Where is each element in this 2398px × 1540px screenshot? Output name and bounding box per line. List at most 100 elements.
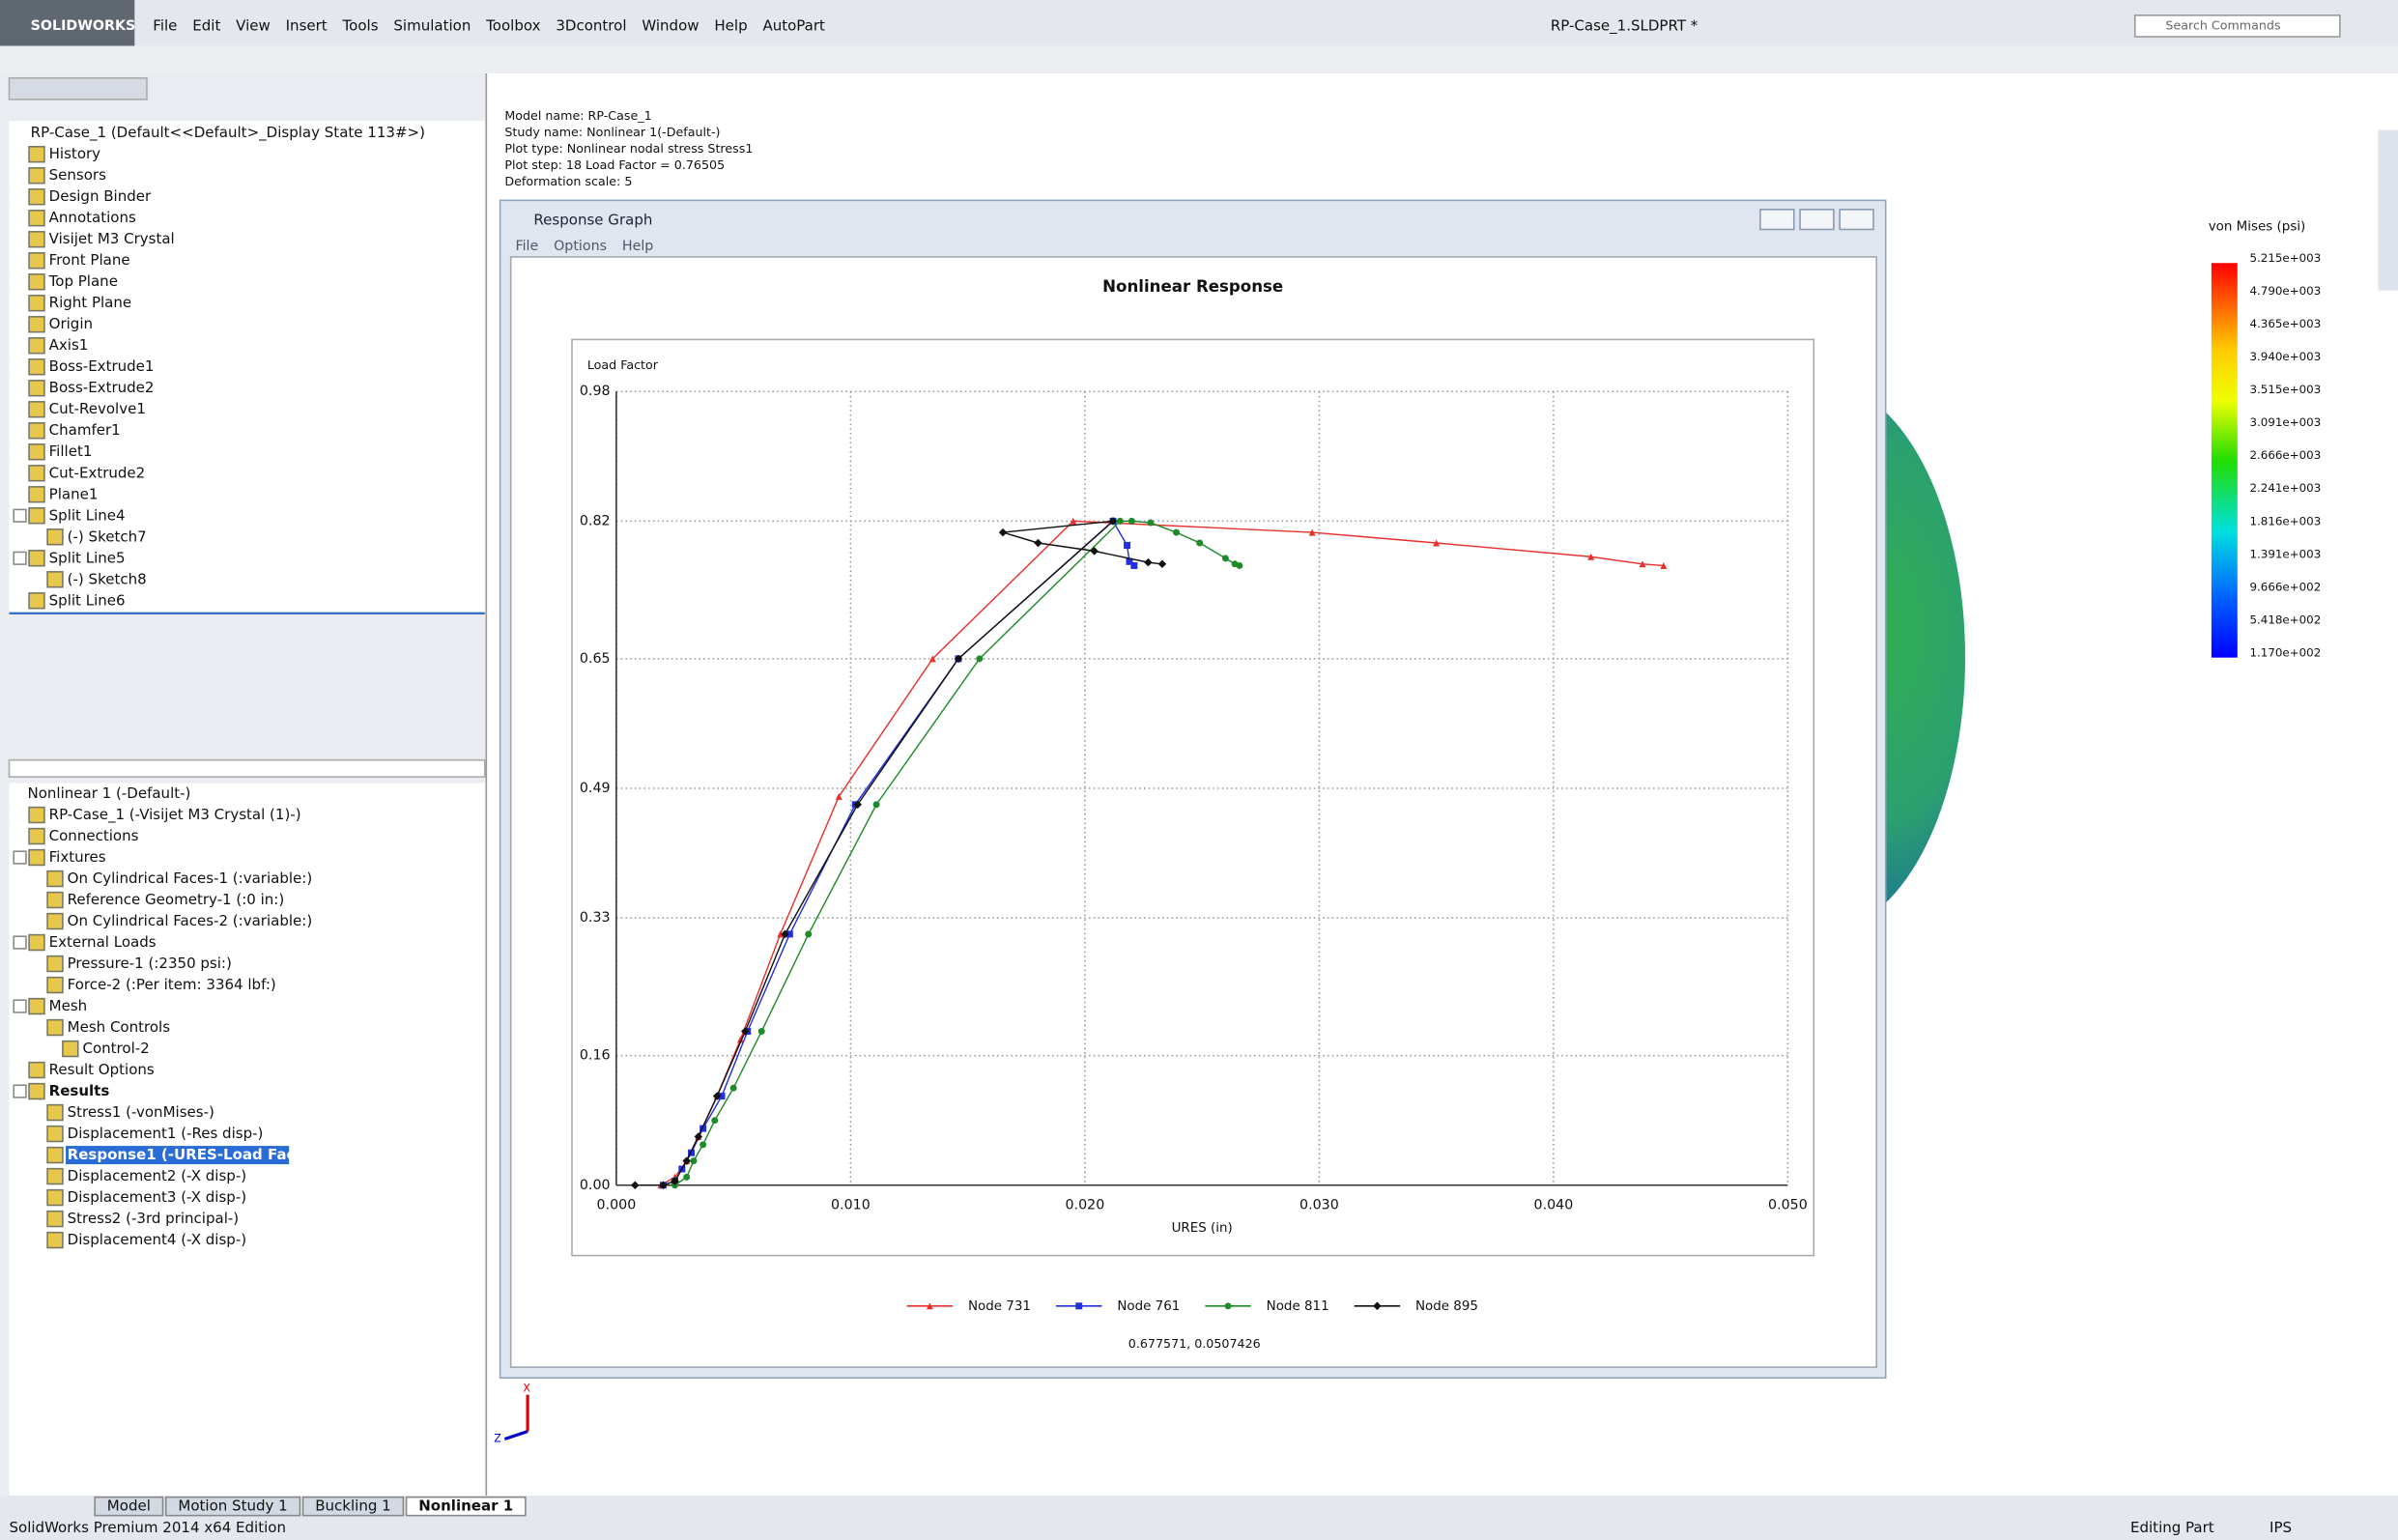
menu-item[interactable]: View xyxy=(236,16,271,34)
task-pane-icons[interactable] xyxy=(2378,129,2398,291)
tree-item[interactable]: On Cylindrical Faces-2 (:variable:) xyxy=(68,912,313,929)
tree-item[interactable]: Right Plane xyxy=(49,294,132,311)
marker xyxy=(1236,561,1243,569)
tree-item[interactable]: Result Options xyxy=(49,1061,155,1078)
tree-item[interactable]: Top Plane xyxy=(48,272,118,290)
close-button[interactable] xyxy=(1839,209,1874,231)
tree-item[interactable]: Axis1 xyxy=(49,336,89,354)
menu-item[interactable]: 3Dcontrol xyxy=(556,16,626,34)
tree-item[interactable]: (-) Sketch7 xyxy=(68,528,147,545)
marker xyxy=(872,801,880,809)
window-menu-item[interactable]: File xyxy=(515,239,538,254)
tree-item[interactable]: Control-2 xyxy=(82,1040,149,1057)
window-menu-item[interactable]: Help xyxy=(622,239,653,254)
tree-item[interactable]: Boss-Extrude1 xyxy=(49,357,155,375)
tree-item[interactable]: Displacement1 (-Res disp-) xyxy=(68,1125,264,1142)
window-menu-item[interactable]: Options xyxy=(554,239,607,254)
menu-item[interactable]: AutoPart xyxy=(762,16,825,34)
tab-label[interactable]: Nonlinear 1 xyxy=(418,1497,513,1515)
tree-item[interactable]: Stress2 (-3rd principal-) xyxy=(68,1210,240,1227)
panel-tabs[interactable] xyxy=(8,76,148,100)
tree-item[interactable]: Origin xyxy=(49,315,93,332)
tree-item[interactable]: Stress1 (-vonMises-) xyxy=(68,1103,214,1121)
tree-item[interactable]: RP-Case_1 (-Visijet M3 Crystal (1)-) xyxy=(49,806,301,824)
menu-item[interactable]: File xyxy=(153,16,177,34)
tab-label[interactable]: Model xyxy=(107,1497,151,1515)
tree-item[interactable]: Fixtures xyxy=(49,848,106,866)
y-tick-label: 0.49 xyxy=(580,781,611,796)
tree-item[interactable]: Split Line6 xyxy=(49,591,126,609)
tree-icon xyxy=(28,1061,45,1079)
toolbar xyxy=(0,45,2398,73)
tab[interactable] xyxy=(301,1496,405,1517)
tree-item[interactable]: Design Binder xyxy=(49,187,152,205)
tab[interactable] xyxy=(405,1496,527,1517)
marker xyxy=(682,1156,691,1165)
tree-item[interactable]: History xyxy=(49,145,101,162)
filter-box[interactable] xyxy=(8,758,486,778)
tree-item[interactable]: Annotations xyxy=(49,209,136,226)
menu-item[interactable]: Insert xyxy=(286,16,328,34)
tree-item[interactable]: Sensors xyxy=(49,166,106,184)
tree-item[interactable]: Plane1 xyxy=(49,485,99,502)
expander[interactable] xyxy=(13,1084,27,1098)
tree-icon xyxy=(28,422,45,440)
tree-item[interactable]: Reference Geometry-1 (:0 in:) xyxy=(68,891,285,908)
menu-item[interactable]: Edit xyxy=(192,16,220,34)
tree-item[interactable]: (-) Sketch8 xyxy=(68,570,147,587)
tab[interactable] xyxy=(164,1496,301,1517)
document-title: RP-Case_1.SLDPRT * xyxy=(1551,16,1699,35)
tab[interactable] xyxy=(94,1496,164,1517)
tree-item[interactable]: External Loads xyxy=(49,933,157,951)
marker xyxy=(1224,1302,1232,1310)
expander[interactable] xyxy=(13,999,27,1013)
tree-item[interactable]: On Cylindrical Faces-1 (:variable:) xyxy=(68,870,313,887)
status-units[interactable]: IPS xyxy=(2270,1519,2292,1536)
color-scale-label: 1.816e+003 xyxy=(2249,514,2321,528)
tree-item[interactable]: Response1 (-URES-Load Factor-) xyxy=(68,1146,332,1163)
tree-icon xyxy=(46,1188,64,1207)
tree-root[interactable]: Nonlinear 1 (-Default-) xyxy=(27,784,190,802)
x-tick-label: 0.040 xyxy=(1534,1197,1574,1212)
maximize-button[interactable] xyxy=(1799,209,1835,231)
tree-item[interactable]: Cut-Extrude2 xyxy=(49,464,146,481)
tree-item[interactable]: Displacement4 (-X disp-) xyxy=(68,1231,246,1248)
tree-item[interactable]: Mesh Controls xyxy=(68,1018,171,1036)
tree-item[interactable]: Fillet1 xyxy=(49,442,93,460)
tree-item[interactable]: Chamfer1 xyxy=(49,421,121,439)
marker xyxy=(1196,539,1204,547)
tree-item[interactable]: Results xyxy=(49,1082,110,1099)
tree-root[interactable]: RP-Case_1 (Default<<Default>_Display Sta… xyxy=(31,124,425,142)
tree-icon xyxy=(28,167,45,185)
tree-item[interactable]: Front Plane xyxy=(49,251,130,269)
y-tick-label: 0.65 xyxy=(580,651,611,667)
expander[interactable] xyxy=(13,850,27,865)
color-scale-label: 5.418e+002 xyxy=(2249,613,2321,626)
tree-item[interactable]: Boss-Extrude2 xyxy=(49,379,155,396)
search-box[interactable] xyxy=(2133,14,2341,38)
tree-item[interactable]: Split Line4 xyxy=(49,506,126,524)
menu-item[interactable]: Tools xyxy=(342,16,379,34)
tree-item[interactable]: Displacement3 (-X disp-) xyxy=(68,1188,246,1206)
tree-item[interactable]: Split Line5 xyxy=(49,549,126,566)
tree-item[interactable]: Cut-Revolve1 xyxy=(49,400,146,417)
tab-label[interactable]: Motion Study 1 xyxy=(178,1497,287,1515)
expander[interactable] xyxy=(13,508,27,523)
tree-item[interactable]: Displacement2 (-X disp-) xyxy=(68,1167,246,1184)
tree-item[interactable]: Connections xyxy=(49,827,139,844)
menu-item[interactable]: Window xyxy=(642,16,699,34)
menu-item[interactable]: Toolbox xyxy=(485,16,540,34)
tree-item[interactable]: Mesh xyxy=(49,997,88,1014)
tree-item[interactable]: Force-2 (:Per item: 3364 lbf:) xyxy=(68,976,276,993)
marker xyxy=(1124,542,1131,549)
menu-item[interactable]: Simulation xyxy=(393,16,471,34)
marker xyxy=(699,1141,707,1149)
expander[interactable] xyxy=(13,935,27,950)
tree-item[interactable]: Visijet M3 Crystal xyxy=(49,230,175,247)
menu-item[interactable]: Help xyxy=(714,16,747,34)
minimize-button[interactable] xyxy=(1759,209,1795,231)
tab-label[interactable]: Buckling 1 xyxy=(315,1497,391,1515)
tree-item[interactable]: Pressure-1 (:2350 psi:) xyxy=(68,955,232,972)
expander[interactable] xyxy=(13,551,27,565)
plot-info: Plot step: 18 Load Factor = 0.76505 xyxy=(504,157,725,172)
